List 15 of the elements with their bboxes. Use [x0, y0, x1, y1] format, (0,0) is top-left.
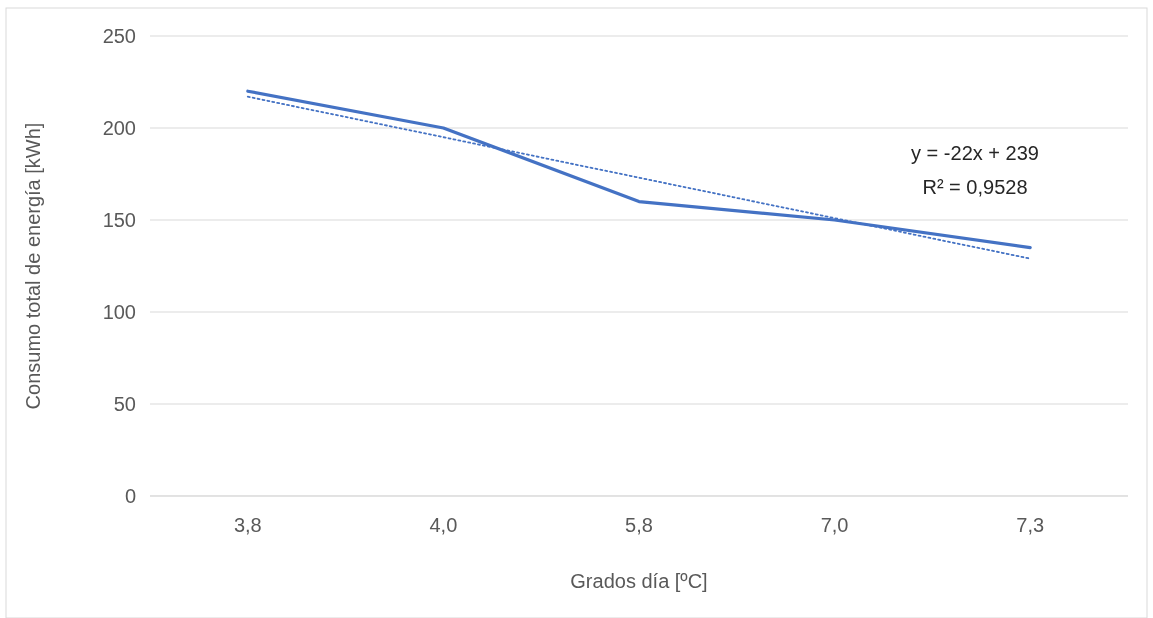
y-tick-label: 50 — [113, 393, 136, 415]
y-tick-label: 250 — [102, 25, 136, 47]
y-axis-title: Consumo total de energía [kWh] — [22, 122, 44, 410]
x-tick-label: 5,8 — [625, 514, 653, 536]
y-tick-label: 200 — [102, 117, 136, 139]
x-tick-label: 4,0 — [429, 514, 458, 536]
y-tick-label: 0 — [124, 485, 136, 507]
annotation: y = -22x + 239 — [911, 142, 1039, 164]
x-tick-label: 7,3 — [1016, 514, 1045, 536]
annotation: R² = 0,9528 — [922, 176, 1028, 198]
y-tick-label: 100 — [102, 301, 136, 323]
x-tick-label: 3,8 — [233, 514, 262, 536]
x-tick-label: 7,0 — [820, 514, 849, 536]
y-tick-label: 150 — [102, 209, 136, 231]
x-axis-title: Grados día [ºC] — [570, 570, 708, 592]
